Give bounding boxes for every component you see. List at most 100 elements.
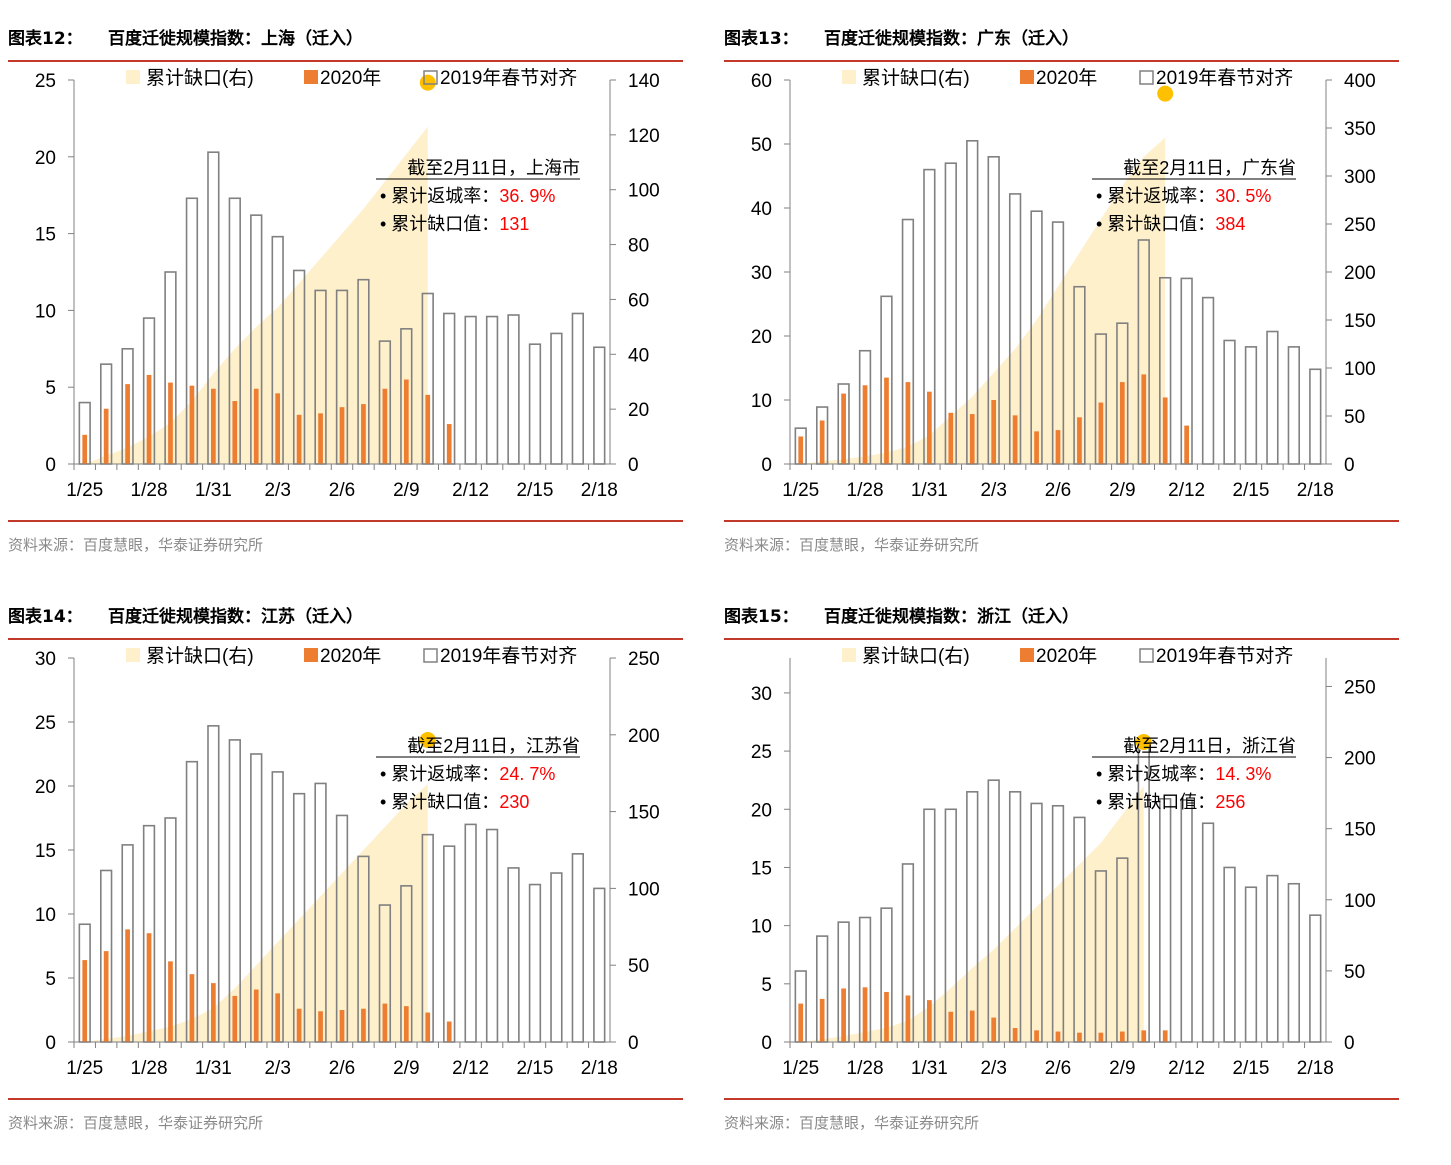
left-tick-label: 30 <box>35 649 56 670</box>
chart-svg: 0 5 10 15 20 25 30 0 50 100 150 200 250 1/25 1/28 1/31 2… <box>751 645 1376 1079</box>
bar-2020 <box>991 1017 997 1042</box>
x-tick-label: 2/6 <box>1045 1058 1071 1079</box>
x-tick-label: 1/25 <box>782 1058 819 1079</box>
left-tick-label: 30 <box>751 263 772 284</box>
bar-2020 <box>339 407 345 464</box>
legend-swatch-2020 <box>1020 70 1034 84</box>
source-rule <box>8 1098 683 1100</box>
bar-2020 <box>253 989 259 1042</box>
chart-panel: 图表14： 百度迁徙规模指数：江苏（迁入） 0 5 10 15 20 25 30 0 50 100 1… <box>8 592 683 1152</box>
bar-2020 <box>82 434 88 464</box>
bar-2020 <box>339 1010 345 1042</box>
right-tick-label: 140 <box>628 71 660 92</box>
bar-2019 <box>593 887 606 1043</box>
cumulative-gap-area <box>84 126 428 464</box>
legend-swatch-2020 <box>1020 648 1034 662</box>
bar-2020 <box>1141 374 1147 464</box>
bar-2020 <box>862 385 868 464</box>
bar-2020 <box>232 995 238 1042</box>
bar-2019 <box>1287 346 1300 465</box>
x-tick-label: 2/18 <box>1297 1058 1334 1079</box>
bar-2020 <box>1077 1032 1082 1042</box>
bar-2020 <box>168 382 173 464</box>
x-tick-label: 1/28 <box>131 480 168 501</box>
bar-2020 <box>927 1000 932 1042</box>
chart-svg: 0 5 10 15 20 25 0 20 40 60 80 100 120 140 1/25 1/28 1/31… <box>35 67 660 501</box>
x-tick-label: 1/25 <box>66 1058 103 1079</box>
bar-2020 <box>446 1021 452 1042</box>
legend-swatch-gap <box>126 70 140 84</box>
source-rule <box>724 520 1399 522</box>
bar-2019 <box>1266 330 1279 465</box>
x-tick-label: 1/28 <box>131 1058 168 1079</box>
legend-label-2020: 2020年 <box>320 67 381 89</box>
legend-swatch-gap <box>842 70 856 84</box>
right-tick-label: 250 <box>1344 215 1376 236</box>
legend-swatch-2020 <box>304 70 318 84</box>
bar-2020 <box>927 391 932 464</box>
annotation-gap: • 累计缺口值：230 <box>380 792 529 812</box>
legend-swatch-gap <box>126 648 140 662</box>
x-tick-label: 2/15 <box>1232 1058 1269 1079</box>
bar-2019 <box>507 867 520 1043</box>
chart-svg: 0 10 20 30 40 50 60 0 50 100 150 200 250 300 350 400 1/2… <box>751 67 1376 501</box>
bar-2020 <box>841 988 846 1042</box>
bar-2019 <box>528 343 542 465</box>
right-tick-label: 50 <box>1344 407 1365 428</box>
legend-swatch-gap <box>842 648 856 662</box>
bar-2020 <box>425 1012 431 1042</box>
chart-panel: 图表15： 百度迁徙规模指数：浙江（迁入） 0 5 10 15 20 25 30 0 50 100 1… <box>724 592 1399 1152</box>
legend-label-2019: 2019年春节对齐 <box>440 67 577 89</box>
bar-2019 <box>571 312 584 465</box>
bar-2020 <box>841 393 846 464</box>
bar-2019 <box>1309 914 1322 1043</box>
right-tick-label: 400 <box>1344 71 1376 92</box>
left-tick-label: 20 <box>751 800 772 821</box>
right-tick-label: 100 <box>628 879 660 900</box>
bar-2019 <box>593 346 606 465</box>
x-tick-label: 2/12 <box>452 1058 489 1079</box>
bar-2020 <box>1162 1030 1168 1042</box>
bar-2020 <box>948 412 954 464</box>
figure-number: 图表14： <box>8 607 83 627</box>
bar-2020 <box>253 388 259 464</box>
x-tick-label: 1/28 <box>847 1058 884 1079</box>
bar-2019 <box>1159 798 1172 1043</box>
right-tick-label: 150 <box>1344 311 1376 332</box>
bar-2020 <box>1012 415 1018 464</box>
source-note: 资料来源：百度慧眼，华泰证券研究所 <box>724 1114 980 1132</box>
left-tick-label: 0 <box>45 1033 56 1054</box>
bar-2019 <box>1201 296 1215 465</box>
bar-2020 <box>425 394 431 464</box>
bar-2019 <box>1266 874 1279 1043</box>
left-tick-label: 0 <box>761 455 772 476</box>
right-tick-label: 0 <box>1344 455 1355 476</box>
left-tick-label: 5 <box>45 969 56 990</box>
left-tick-label: 25 <box>35 713 56 734</box>
legend-label-gap: 累计缺口(右) <box>146 645 254 667</box>
right-tick-label: 80 <box>628 236 649 257</box>
x-tick-label: 2/6 <box>329 480 355 501</box>
bar-2019 <box>464 315 477 465</box>
bar-2019 <box>571 853 584 1043</box>
panel-title: 图表14： 百度迁徙规模指数：江苏（迁入） <box>8 602 363 627</box>
x-tick-label: 2/6 <box>1045 480 1071 501</box>
legend-label-gap: 累计缺口(右) <box>862 67 970 89</box>
bar-2019 <box>1223 866 1236 1043</box>
bar-2020 <box>819 998 825 1042</box>
bar-2020 <box>969 414 975 464</box>
chart-panel: 图表13： 百度迁徙规模指数：广东（迁入） 0 10 20 30 40 50 60 0 50 100… <box>724 14 1399 574</box>
bar-2019 <box>550 872 563 1043</box>
left-tick-label: 20 <box>35 148 56 169</box>
right-tick-label: 250 <box>1344 677 1376 698</box>
bar-2020 <box>211 983 216 1042</box>
bar-2020 <box>1119 1031 1125 1042</box>
annotation-heading: 截至2月11日，江苏省 <box>407 736 580 756</box>
x-tick-label: 1/25 <box>782 480 819 501</box>
title-rule <box>724 638 1399 640</box>
legend-label-2020: 2020年 <box>1036 645 1097 667</box>
bar-2020 <box>884 377 889 464</box>
left-tick-label: 30 <box>751 684 772 705</box>
left-tick-label: 5 <box>761 975 772 996</box>
bar-2019 <box>1244 346 1258 465</box>
